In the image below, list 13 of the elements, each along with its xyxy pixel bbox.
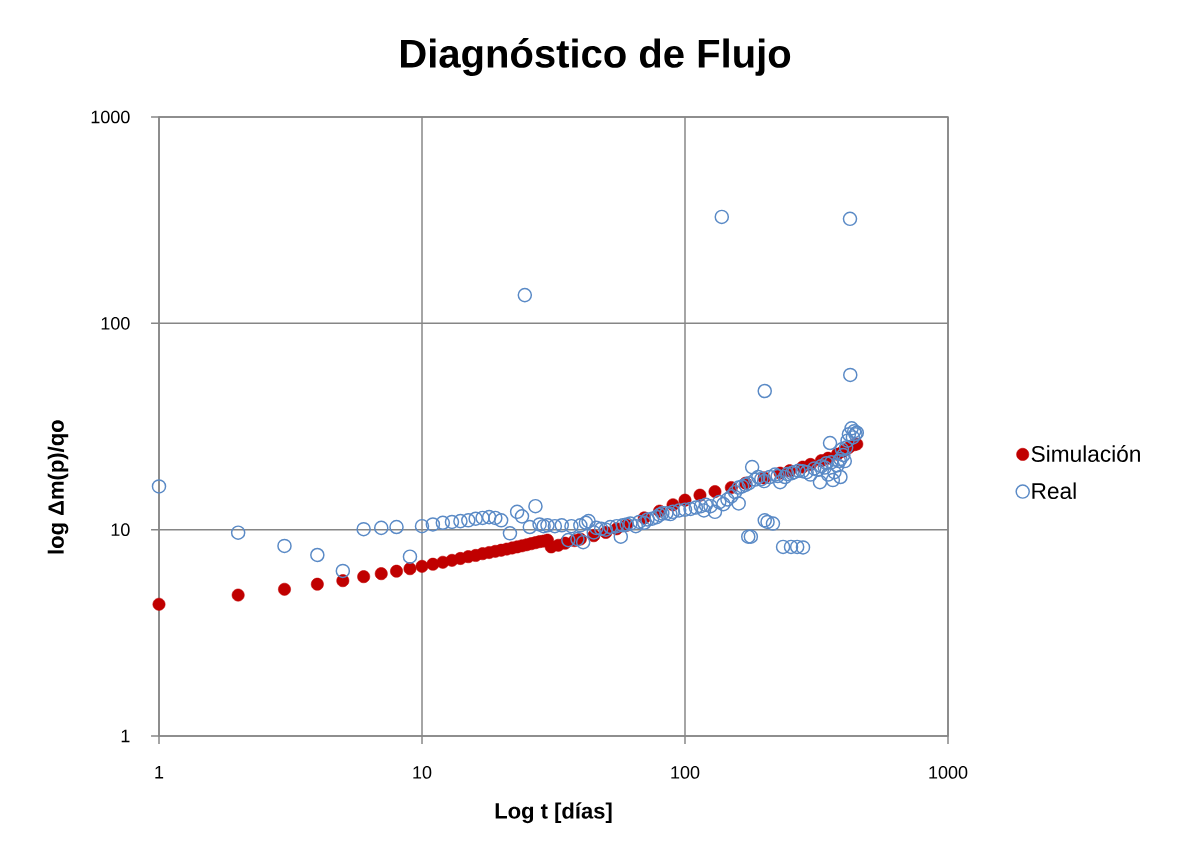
legend-label: Real [1032,482,1076,500]
y-axis-title: log Δm(p)/qo [47,420,69,554]
x-tick-label: 1000 [929,766,968,779]
x-tick-label: 100 [671,766,700,779]
legend-label: Simulación [1031,445,1140,462]
x-axis-title: Log t [días] [495,802,612,824]
y-tick-label: 1000 [91,110,130,124]
x-tick-label: 1 [155,766,164,779]
y-tick-label: 10 [111,523,130,537]
chart-title: Diagnóstico de Flujo [401,38,791,76]
y-tick-label: 100 [101,316,130,330]
y-tick-label: 1 [121,729,130,743]
x-tick-label: 10 [413,766,432,779]
